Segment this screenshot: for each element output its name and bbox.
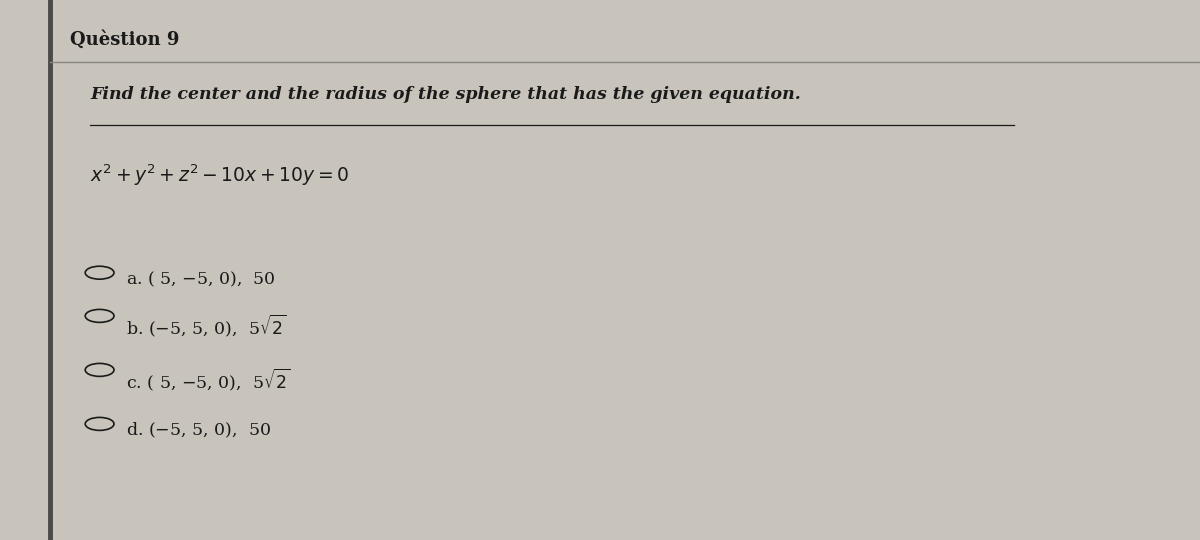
Text: $x^2 +y^2 + z^2 - 10x + 10y = 0$: $x^2 +y^2 + z^2 - 10x + 10y = 0$ [90,162,349,187]
Text: Find the center and the radius of the sphere that has the given equation.: Find the center and the radius of the sp… [90,86,800,103]
Text: a. ( 5, $-$5, 0),  50: a. ( 5, $-$5, 0), 50 [126,270,276,289]
Text: b. ($-$5, 5, 0),  5$\sqrt{2}$: b. ($-$5, 5, 0), 5$\sqrt{2}$ [126,313,287,340]
Text: Quèstion 9: Quèstion 9 [70,30,179,49]
Text: d. ($-$5, 5, 0),  50: d. ($-$5, 5, 0), 50 [126,421,271,441]
Text: c. ( 5, $-$5, 0),  5$\sqrt{2}$: c. ( 5, $-$5, 0), 5$\sqrt{2}$ [126,367,290,394]
